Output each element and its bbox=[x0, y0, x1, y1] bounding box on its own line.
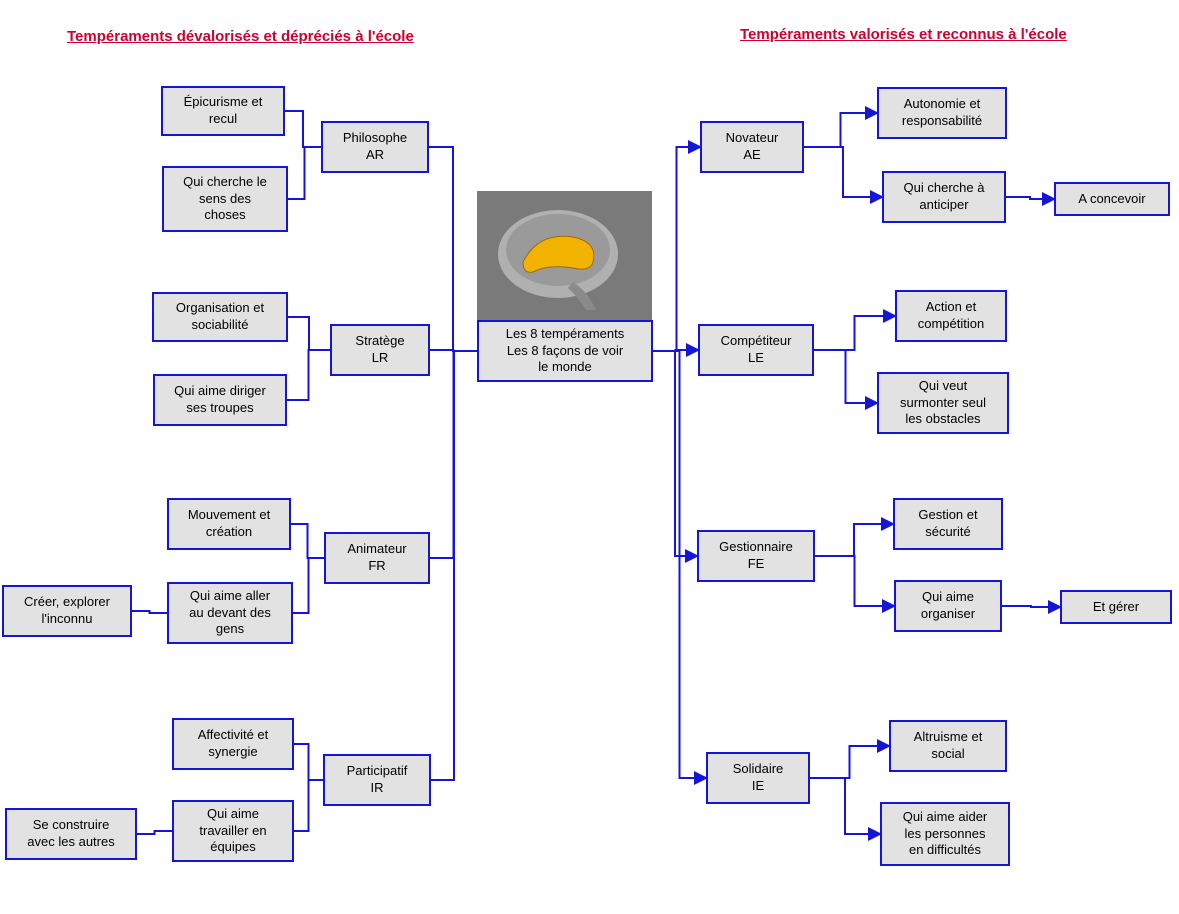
node-equipes: Qui aimetravailler enéquipes bbox=[172, 800, 294, 862]
node-aider: Qui aime aiderles personnesen difficulté… bbox=[880, 802, 1010, 866]
node-mouvement: Mouvement etcréation bbox=[167, 498, 291, 550]
node-action: Action etcompétition bbox=[895, 290, 1007, 342]
node-novateur: NovateurAE bbox=[700, 121, 804, 173]
node-autonomie: Autonomie etresponsabilité bbox=[877, 87, 1007, 139]
brain-image bbox=[477, 191, 652, 320]
node-altruisme: Altruisme etsocial bbox=[889, 720, 1007, 772]
node-competiteur: CompétiteurLE bbox=[698, 324, 814, 376]
node-construire: Se construireavec les autres bbox=[5, 808, 137, 860]
node-creer: Créer, explorerl'inconnu bbox=[2, 585, 132, 637]
node-devant: Qui aime allerau devant desgens bbox=[167, 582, 293, 644]
node-surmonter: Qui veutsurmonter seulles obstacles bbox=[877, 372, 1009, 434]
node-philosophe: PhilosopheAR bbox=[321, 121, 429, 173]
node-sens: Qui cherche lesens deschoses bbox=[162, 166, 288, 232]
node-epicurisme: Épicurisme etrecul bbox=[161, 86, 285, 136]
node-gestion: Gestion etsécurité bbox=[893, 498, 1003, 550]
node-gerer: Et gérer bbox=[1060, 590, 1172, 624]
node-diriger: Qui aime dirigerses troupes bbox=[153, 374, 287, 426]
node-animateur: AnimateurFR bbox=[324, 532, 430, 584]
node-gestionnaire: GestionnaireFE bbox=[697, 530, 815, 582]
node-anticiper: Qui cherche àanticiper bbox=[882, 171, 1006, 223]
node-concevoir: A concevoir bbox=[1054, 182, 1170, 216]
title-left: Tempéraments dévalorisés et dépréciés à … bbox=[67, 28, 414, 45]
node-participatif: ParticipatifIR bbox=[323, 754, 431, 806]
node-affectivite: Affectivité etsynergie bbox=[172, 718, 294, 770]
node-stratege: StratègeLR bbox=[330, 324, 430, 376]
node-organiser: Qui aimeorganiser bbox=[894, 580, 1002, 632]
node-center: Les 8 tempéramentsLes 8 façons de voirle… bbox=[477, 320, 653, 382]
node-organisation: Organisation etsociabilité bbox=[152, 292, 288, 342]
title-right: Tempéraments valorisés et reconnus à l'é… bbox=[740, 26, 1067, 43]
node-solidaire: SolidaireIE bbox=[706, 752, 810, 804]
